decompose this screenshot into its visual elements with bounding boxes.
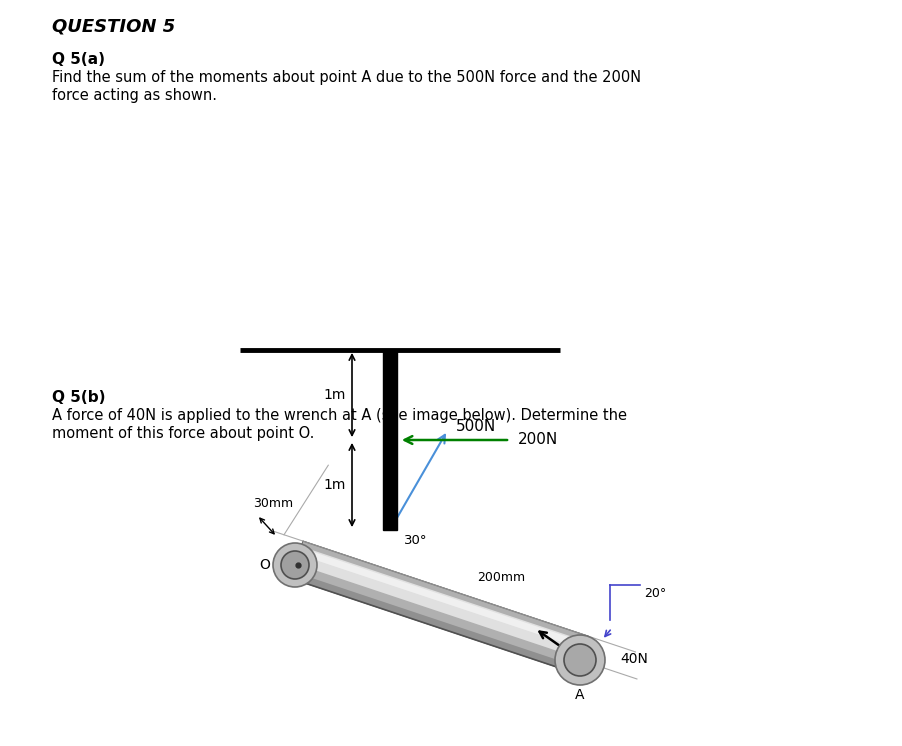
Text: Q 5(b): Q 5(b) — [52, 390, 106, 405]
Polygon shape — [290, 541, 587, 674]
Text: 500N: 500N — [455, 419, 495, 434]
Text: Q 5(a): Q 5(a) — [52, 52, 105, 67]
Polygon shape — [295, 546, 585, 659]
Text: O: O — [259, 558, 270, 572]
Text: 200mm: 200mm — [477, 571, 525, 584]
Text: A force of 40N is applied to the wrench at A (see image below). Determine the: A force of 40N is applied to the wrench … — [52, 408, 626, 423]
Text: A: A — [575, 688, 584, 702]
Circle shape — [555, 635, 604, 685]
Polygon shape — [290, 571, 577, 674]
Text: 200N: 200N — [518, 433, 557, 448]
Circle shape — [564, 644, 595, 676]
Text: 30mm: 30mm — [253, 497, 293, 510]
Bar — [382, 350, 397, 530]
Text: 20°: 20° — [643, 587, 666, 600]
Text: force acting as shown.: force acting as shown. — [52, 88, 216, 103]
Circle shape — [272, 543, 317, 587]
Text: 1m: 1m — [323, 478, 345, 492]
Text: 1m: 1m — [323, 388, 345, 402]
Circle shape — [281, 551, 308, 579]
Text: 30°: 30° — [403, 534, 427, 547]
Text: Find the sum of the moments about point A due to the 500N force and the 200N: Find the sum of the moments about point … — [52, 70, 640, 85]
Text: A: A — [384, 358, 395, 373]
Polygon shape — [299, 548, 585, 649]
Text: moment of this force about point O.: moment of this force about point O. — [52, 426, 314, 441]
Text: QUESTION 5: QUESTION 5 — [52, 18, 175, 36]
Text: 40N: 40N — [620, 652, 647, 666]
